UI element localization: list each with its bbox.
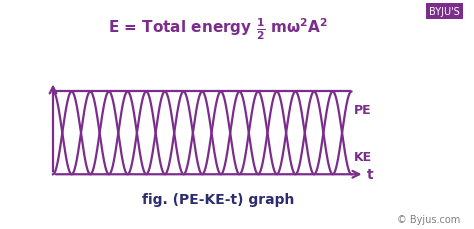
Text: KE: KE (355, 150, 373, 163)
Text: © Byjus.com: © Byjus.com (397, 215, 460, 224)
Text: BYJU'S: BYJU'S (429, 7, 460, 17)
Text: fig. (PE-KE-t) graph: fig. (PE-KE-t) graph (142, 192, 294, 206)
Text: t: t (367, 168, 374, 181)
Text: E = Total energy $\mathbf{\frac{1}{2}}$ m$\mathbf{\omega^2}$A$\mathbf{^2}$: E = Total energy $\mathbf{\frac{1}{2}}$ … (108, 16, 328, 41)
Text: PE: PE (355, 104, 372, 117)
